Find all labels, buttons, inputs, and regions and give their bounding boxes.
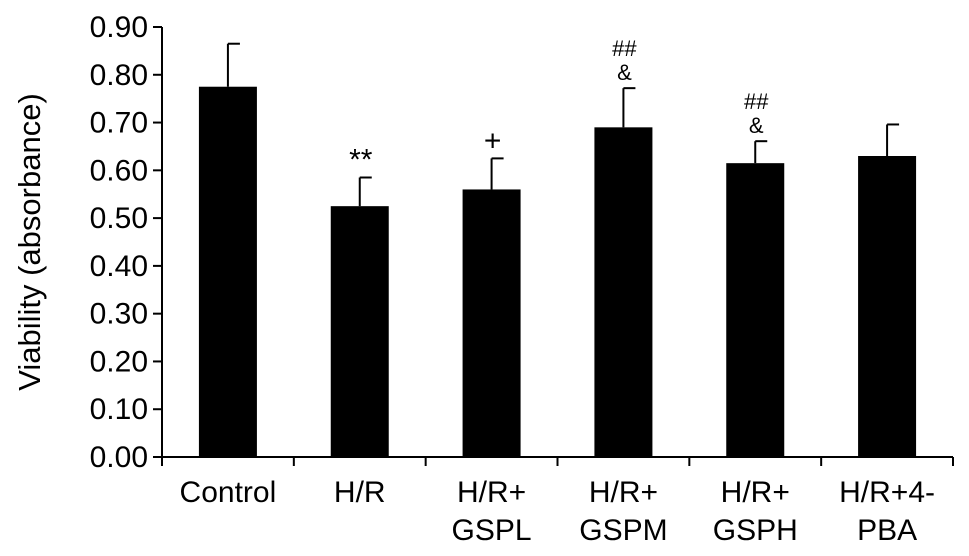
significance-mark: &: [617, 60, 632, 85]
significance-mark: ##: [612, 36, 637, 61]
category-label: H/R+: [589, 476, 658, 509]
category-label: GSPL: [452, 514, 532, 547]
significance-annotations: **+&##&##: [349, 36, 769, 176]
significance-mark: ##: [744, 89, 769, 114]
error-bars: [226, 42, 900, 207]
category-label: H/R: [334, 476, 386, 509]
category-label: H/R+4-: [839, 476, 935, 509]
y-axis-title: Viability (absorbance): [12, 93, 47, 391]
y-tick-label: 0.60: [90, 154, 148, 187]
category-label: GSPM: [579, 514, 667, 547]
significance-mark: **: [349, 144, 373, 177]
axes: [161, 27, 954, 466]
y-axis-title-group: Viability (absorbance): [12, 93, 47, 391]
significance-mark: +: [484, 124, 502, 157]
significance-mark: &: [749, 113, 764, 138]
y-ticks: 0.00 0.10 0.20 0.30 0.40 0.50 0.60 0.70 0.80 0.90: [90, 11, 162, 474]
bars: [198, 86, 917, 457]
y-tick-label: 0.20: [90, 345, 148, 378]
category-label: H/R+: [457, 476, 526, 509]
category-label: H/R+: [721, 476, 790, 509]
y-tick-label: 0.70: [90, 107, 148, 140]
y-tick-label: 0.80: [90, 59, 148, 92]
category-label: PBA: [857, 514, 917, 547]
bar: [198, 86, 257, 457]
category-label: Control: [180, 476, 277, 509]
y-tick-label: 0.50: [90, 202, 148, 235]
y-tick-label: 0.10: [90, 393, 148, 426]
bar: [330, 206, 389, 457]
y-tick-label: 0.00: [90, 441, 148, 474]
bar: [726, 163, 785, 457]
y-tick-label: 0.90: [90, 11, 148, 44]
y-tick-label: 0.40: [90, 250, 148, 283]
bar: [462, 189, 521, 457]
x-category-labels: Control H/R H/R+ GSPL H/R+ GSPM H/R+ GSPH H/R+4-…: [180, 476, 935, 547]
category-label: GSPH: [713, 514, 798, 547]
bar: [858, 156, 917, 457]
y-tick-label: 0.30: [90, 298, 148, 331]
bar: [594, 127, 653, 457]
